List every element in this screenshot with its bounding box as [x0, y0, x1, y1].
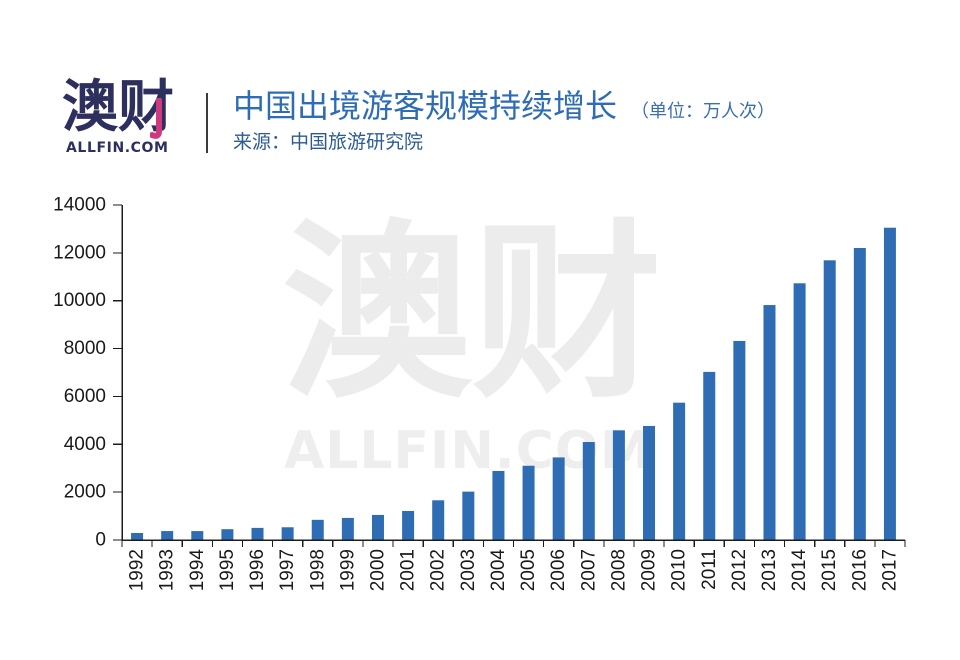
- y-axis-ticks: [113, 204, 122, 541]
- bar-2008: [612, 430, 625, 540]
- bar-2001: [402, 510, 415, 540]
- y-tick-label: 8000: [64, 338, 106, 359]
- x-axis-ticks: [121, 540, 906, 547]
- logo-wordmark: ALLFIN.COM: [66, 140, 169, 156]
- bar-2007: [582, 442, 595, 540]
- bar-2014: [793, 283, 806, 540]
- bar-2000: [371, 514, 384, 540]
- x-tick-label: 2014: [789, 549, 810, 592]
- y-tick-label: 12000: [53, 242, 106, 263]
- bar-2004: [492, 470, 505, 540]
- bar-1994: [191, 531, 204, 540]
- bar-1997: [281, 527, 294, 540]
- y-tick-label: 6000: [64, 386, 106, 407]
- bar-series: [131, 227, 896, 540]
- x-tick-label: 1993: [157, 549, 178, 591]
- x-tick-label: 1997: [277, 549, 298, 591]
- y-tick-label: 2000: [64, 482, 106, 503]
- x-axis-labels: 1992 1993 1994 1995 1996 1997 1998 1999 2000 2001…: [127, 549, 901, 592]
- header-divider: [206, 93, 208, 153]
- bar-1996: [251, 527, 264, 540]
- x-tick-label: 2000: [367, 549, 388, 591]
- logo-accent: [150, 98, 162, 139]
- bar-2003: [462, 491, 475, 540]
- x-tick-label: 2006: [548, 549, 569, 591]
- x-tick-label: 1995: [217, 549, 238, 591]
- x-tick-label: 2008: [608, 549, 629, 591]
- x-tick-label: 1994: [187, 549, 208, 592]
- y-tick-label: 14000: [53, 195, 106, 216]
- bar-1993: [161, 531, 174, 540]
- bar-2017: [883, 227, 896, 540]
- bar-2009: [643, 425, 656, 540]
- chart-unit-label: （单位：万人次）: [631, 101, 776, 121]
- x-tick-label: 2015: [819, 549, 840, 591]
- x-tick-label: 2012: [729, 549, 750, 591]
- bar-1999: [341, 517, 354, 540]
- bar-2002: [432, 500, 445, 540]
- bar-2006: [552, 457, 565, 540]
- y-axis-labels: 0 2000 4000 6000 8000 10000 12000 14000: [53, 195, 106, 551]
- bar-2012: [733, 340, 746, 540]
- x-tick-label: 2001: [398, 549, 419, 591]
- x-tick-label: 2004: [488, 549, 509, 592]
- x-tick-label: 1999: [337, 549, 358, 591]
- y-tick-label: 0: [95, 530, 106, 551]
- x-tick-label: 2003: [458, 549, 479, 591]
- chart-source: 来源：中国旅游研究院: [233, 132, 424, 153]
- bar-2013: [763, 305, 776, 540]
- y-tick-label: 4000: [64, 434, 106, 455]
- chart-title: 中国出境游客规模持续增长: [233, 88, 618, 124]
- x-tick-label: 2010: [669, 549, 690, 591]
- title-row: 中国出境游客规模持续增长 （单位：万人次）: [233, 86, 775, 126]
- bar-1995: [221, 529, 234, 540]
- bar-1998: [311, 519, 324, 540]
- x-tick-label: 1998: [307, 549, 328, 591]
- bar-2015: [823, 260, 836, 540]
- x-tick-label: 2005: [518, 549, 539, 591]
- x-tick-label: 2007: [578, 549, 599, 591]
- bar-2005: [522, 465, 535, 540]
- x-tick-label: 2013: [759, 549, 780, 591]
- x-tick-label: 1996: [247, 549, 268, 591]
- logo-accent-stroke: [150, 98, 162, 139]
- x-tick-label: 2016: [849, 549, 870, 591]
- x-tick-label: 1992: [127, 549, 148, 591]
- x-tick-label: 2017: [879, 549, 900, 591]
- x-tick-label: 2009: [639, 549, 660, 591]
- logo-mark: 澳财: [62, 75, 174, 140]
- watermark-mark: 澳财: [282, 203, 663, 424]
- bar-1992: [131, 532, 144, 540]
- y-tick-label: 10000: [53, 290, 106, 311]
- x-tick-label: 2011: [699, 549, 720, 590]
- bar-2016: [853, 248, 866, 540]
- x-tick-label: 2002: [428, 549, 449, 591]
- bar-2010: [673, 402, 686, 540]
- bar-2011: [703, 371, 716, 540]
